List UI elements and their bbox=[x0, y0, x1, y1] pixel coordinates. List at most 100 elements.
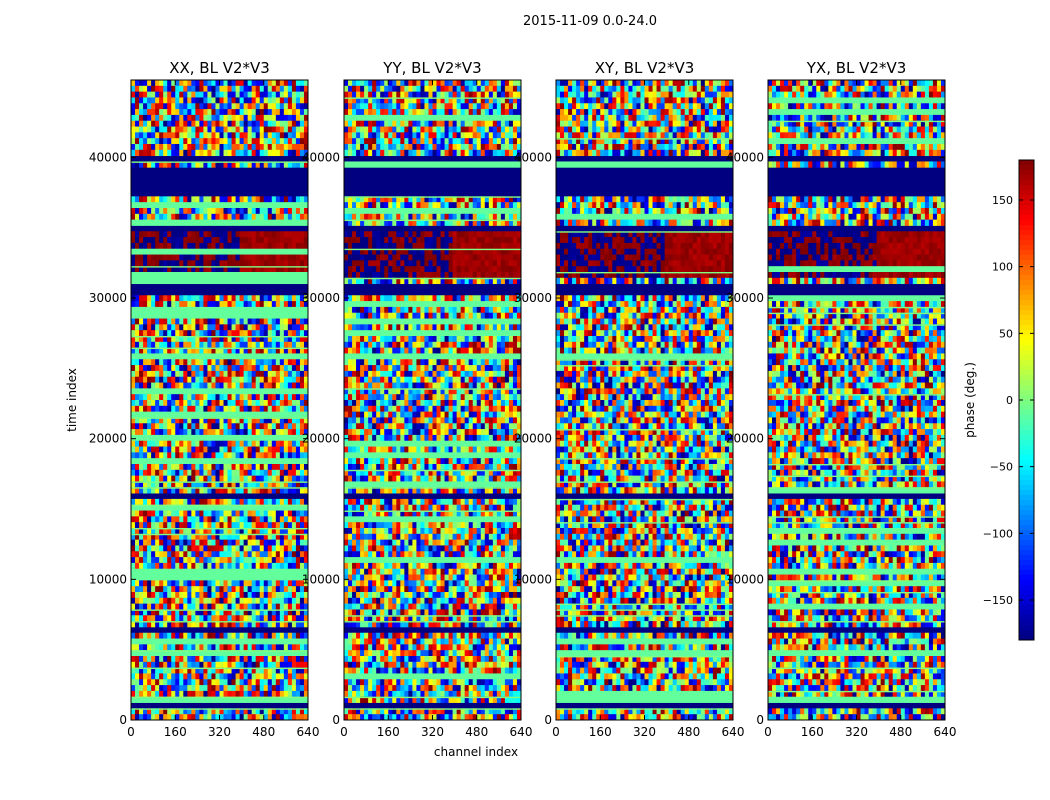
raster-cell bbox=[207, 475, 212, 482]
raster-cell bbox=[267, 330, 273, 337]
raster-cell bbox=[259, 272, 265, 279]
raster-cell bbox=[207, 114, 212, 122]
raster-cell bbox=[223, 405, 228, 413]
raster-cell bbox=[227, 277, 232, 285]
raster-cell bbox=[263, 376, 269, 383]
raster-cell bbox=[235, 149, 241, 157]
raster-cell bbox=[364, 138, 369, 145]
raster-cell bbox=[163, 394, 168, 401]
raster-cell bbox=[247, 306, 253, 314]
raster-cell bbox=[251, 498, 257, 506]
raster-cell bbox=[219, 237, 224, 244]
raster-cell bbox=[500, 103, 506, 110]
raster-cell bbox=[175, 330, 180, 337]
raster-cell bbox=[171, 510, 176, 517]
raster-cell bbox=[143, 353, 148, 360]
raster-cell bbox=[219, 394, 224, 401]
raster-cell bbox=[444, 161, 449, 168]
raster-cell bbox=[163, 446, 168, 453]
raster-cell bbox=[295, 679, 301, 686]
raster-cell bbox=[287, 324, 293, 331]
raster-cell bbox=[167, 91, 172, 98]
raster-cell bbox=[364, 144, 369, 151]
raster-cell bbox=[295, 533, 301, 541]
raster-cell bbox=[267, 370, 273, 378]
raster-cell bbox=[271, 580, 277, 587]
raster-cell bbox=[295, 242, 301, 250]
raster-cell bbox=[432, 126, 437, 133]
raster-cell bbox=[179, 341, 184, 349]
raster-cell bbox=[179, 318, 184, 325]
raster-cell bbox=[171, 417, 176, 424]
raster-cell bbox=[227, 196, 232, 203]
raster-cell bbox=[179, 487, 184, 494]
raster-cell bbox=[147, 592, 152, 599]
raster-cell bbox=[143, 219, 148, 226]
raster-cell bbox=[199, 312, 204, 319]
raster-cell bbox=[283, 533, 289, 541]
raster-cell bbox=[239, 446, 245, 453]
raster-cell bbox=[416, 109, 421, 116]
raster-cell bbox=[251, 126, 257, 133]
raster-cell bbox=[163, 481, 168, 488]
raster-cell bbox=[187, 510, 192, 517]
raster-cell bbox=[508, 114, 514, 122]
raster-cell bbox=[255, 557, 261, 564]
raster-cell bbox=[183, 144, 188, 151]
raster-cell bbox=[251, 411, 257, 418]
raster-cell bbox=[147, 196, 152, 203]
raster-cell bbox=[436, 132, 441, 139]
raster-cell bbox=[235, 481, 241, 488]
raster-cell bbox=[255, 673, 261, 680]
raster-cell bbox=[299, 557, 305, 564]
raster-cell bbox=[211, 336, 216, 343]
raster-cell bbox=[223, 248, 228, 255]
raster-cell bbox=[195, 429, 200, 436]
raster-cell bbox=[183, 277, 188, 285]
raster-cell bbox=[187, 685, 192, 692]
raster-cell bbox=[147, 353, 152, 360]
raster-cell bbox=[191, 231, 196, 238]
raster-cell bbox=[275, 504, 281, 511]
raster-cell bbox=[187, 202, 192, 209]
raster-cell bbox=[195, 533, 200, 541]
raster-cell bbox=[131, 667, 136, 674]
raster-cell bbox=[472, 85, 478, 93]
raster-cell bbox=[203, 295, 208, 302]
raster-cell bbox=[227, 592, 232, 599]
raster-cell bbox=[267, 673, 273, 680]
raster-cell bbox=[131, 330, 136, 337]
raster-cell bbox=[151, 365, 156, 372]
raster-cell bbox=[131, 696, 136, 703]
raster-cell bbox=[235, 551, 241, 558]
raster-cell bbox=[259, 423, 265, 430]
raster-cell bbox=[243, 452, 249, 459]
raster-cell bbox=[187, 522, 192, 529]
raster-cell bbox=[267, 708, 273, 715]
raster-cell bbox=[255, 481, 261, 488]
raster-cell bbox=[283, 359, 289, 366]
raster-cell bbox=[219, 434, 224, 442]
raster-cell bbox=[275, 376, 281, 383]
raster-cell bbox=[227, 149, 232, 157]
raster-cell bbox=[251, 365, 257, 372]
raster-cell bbox=[195, 551, 200, 558]
raster-cell bbox=[432, 80, 437, 87]
raster-cell bbox=[271, 522, 277, 529]
raster-cell bbox=[243, 423, 249, 430]
raster-cell bbox=[263, 685, 269, 692]
raster-cell bbox=[187, 341, 192, 349]
raster-cell bbox=[203, 219, 208, 226]
raster-cell bbox=[368, 103, 373, 110]
raster-cell bbox=[163, 376, 168, 383]
raster-cell bbox=[235, 91, 241, 98]
raster-cell bbox=[263, 510, 269, 517]
raster-cell bbox=[291, 638, 297, 645]
raster-cell bbox=[187, 673, 192, 680]
raster-cell bbox=[299, 405, 305, 413]
raster-cell bbox=[392, 138, 397, 145]
raster-cell bbox=[299, 388, 305, 395]
raster-cell bbox=[299, 714, 305, 721]
raster-cell bbox=[247, 522, 253, 529]
raster-cell bbox=[135, 394, 140, 401]
